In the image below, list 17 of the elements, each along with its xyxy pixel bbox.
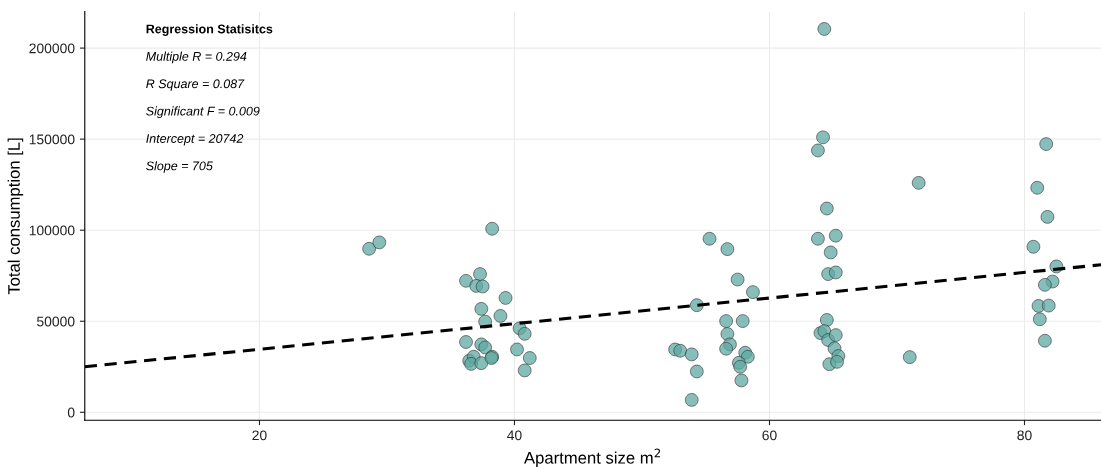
annotation: R Square = 0.087: [146, 79, 245, 91]
x-tick-label: 40: [507, 430, 522, 441]
y-tick-label: 200000: [29, 43, 75, 54]
x-axis-title: Apartment size m$^{2}$: [524, 448, 661, 467]
y-axis-title: Total consumption [L]: [7, 138, 24, 295]
y-tick-label: 100000: [29, 225, 75, 236]
annotation: Regression Statisitcs: [146, 24, 273, 36]
y-tick-label: 150000: [29, 134, 75, 145]
annotation: Significant F = 0.009: [146, 106, 260, 119]
annotation: Multiple R = 0.294: [146, 51, 247, 64]
annotation: Intercept = 20742: [146, 134, 244, 146]
annotation: Slope = 705: [146, 161, 213, 173]
y-tick-label: 0: [67, 407, 75, 418]
x-tick-label: 80: [1017, 430, 1032, 441]
x-tick-label: 20: [252, 430, 267, 441]
x-tick-label: 60: [762, 430, 777, 441]
y-tick-label: 50000: [36, 316, 75, 327]
